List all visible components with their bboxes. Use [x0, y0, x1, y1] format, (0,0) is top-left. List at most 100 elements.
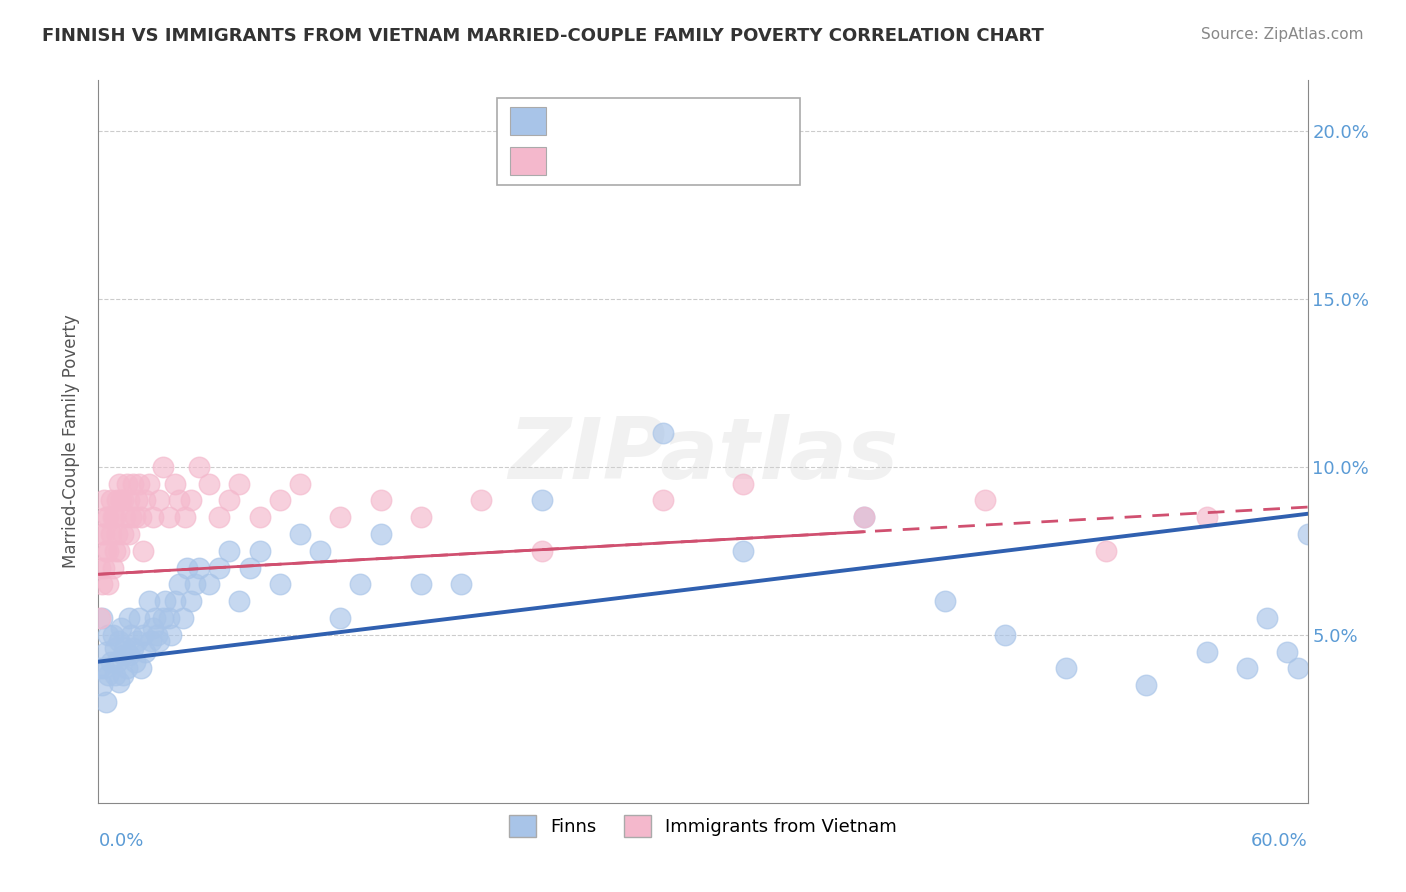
Point [111, 668, 134, 682]
Point [163, 476, 186, 491]
Point [93, 661, 115, 675]
Point [120, 628, 142, 642]
Point [107, 543, 129, 558]
Point [118, 611, 141, 625]
Point [138, 476, 160, 491]
Point [129, 661, 152, 675]
Point [934, 594, 956, 608]
Point [174, 510, 197, 524]
Point [111, 493, 134, 508]
Point [89, 661, 111, 675]
Point [239, 560, 262, 574]
Point [115, 661, 138, 675]
Point [148, 493, 170, 508]
Point [198, 476, 221, 491]
Point [1277, 644, 1299, 658]
Point [269, 577, 291, 591]
Point [142, 621, 165, 635]
Point [142, 510, 165, 524]
Point [1195, 644, 1218, 658]
Point [128, 611, 150, 625]
Point [103, 510, 125, 524]
Point [101, 628, 124, 642]
Point [97, 628, 120, 642]
Point [349, 577, 371, 591]
Point [1054, 661, 1077, 675]
Point [1296, 527, 1319, 541]
Point [103, 668, 125, 682]
Point [121, 476, 143, 491]
Point [160, 628, 183, 642]
Point [91, 678, 114, 692]
Point [107, 674, 129, 689]
Point [111, 527, 134, 541]
Point [115, 476, 138, 491]
Point [105, 527, 128, 541]
Point [124, 510, 146, 524]
Text: 0.0%: 0.0% [98, 831, 143, 850]
Point [269, 493, 291, 508]
Point [208, 510, 231, 524]
Y-axis label: Married-Couple Family Poverty: Married-Couple Family Poverty [62, 315, 80, 568]
Point [97, 543, 120, 558]
Point [228, 594, 250, 608]
Point [125, 493, 148, 508]
Point [409, 510, 432, 524]
Point [120, 510, 142, 524]
Point [91, 527, 114, 541]
Point [121, 641, 143, 656]
Point [100, 493, 122, 508]
Point [100, 655, 122, 669]
Point [409, 577, 432, 591]
Point [96, 644, 118, 658]
Text: ZIPatlas: ZIPatlas [508, 415, 898, 498]
Point [288, 476, 311, 491]
Point [180, 493, 202, 508]
Point [138, 594, 160, 608]
Point [157, 611, 180, 625]
Point [100, 527, 122, 541]
Point [470, 493, 492, 508]
Point [1135, 678, 1157, 692]
Point [530, 493, 553, 508]
Point [107, 476, 129, 491]
Point [124, 655, 146, 669]
Legend: Finns, Immigrants from Vietnam: Finns, Immigrants from Vietnam [502, 808, 904, 845]
Point [111, 648, 134, 662]
Point [163, 594, 186, 608]
Point [89, 611, 111, 625]
Point [146, 628, 169, 642]
Point [329, 611, 352, 625]
Point [110, 493, 132, 508]
Point [125, 634, 148, 648]
Point [132, 543, 155, 558]
Point [172, 611, 194, 625]
Point [651, 426, 673, 441]
Point [853, 510, 876, 524]
Point [288, 527, 311, 541]
Point [733, 543, 755, 558]
Point [105, 655, 128, 669]
Point [188, 560, 211, 574]
Point [370, 527, 392, 541]
Point [101, 560, 124, 574]
Point [994, 628, 1017, 642]
Point [167, 577, 190, 591]
Point [105, 493, 128, 508]
Point [101, 510, 124, 524]
Point [110, 621, 132, 635]
Text: Source: ZipAtlas.com: Source: ZipAtlas.com [1201, 27, 1364, 42]
Point [176, 560, 198, 574]
Point [853, 510, 876, 524]
Point [129, 510, 152, 524]
Point [152, 459, 174, 474]
Point [107, 634, 129, 648]
Point [103, 641, 125, 656]
Point [1256, 611, 1278, 625]
Point [97, 668, 120, 682]
Point [249, 543, 271, 558]
Point [198, 577, 221, 591]
Point [97, 510, 120, 524]
Point [134, 493, 156, 508]
Point [132, 628, 155, 642]
